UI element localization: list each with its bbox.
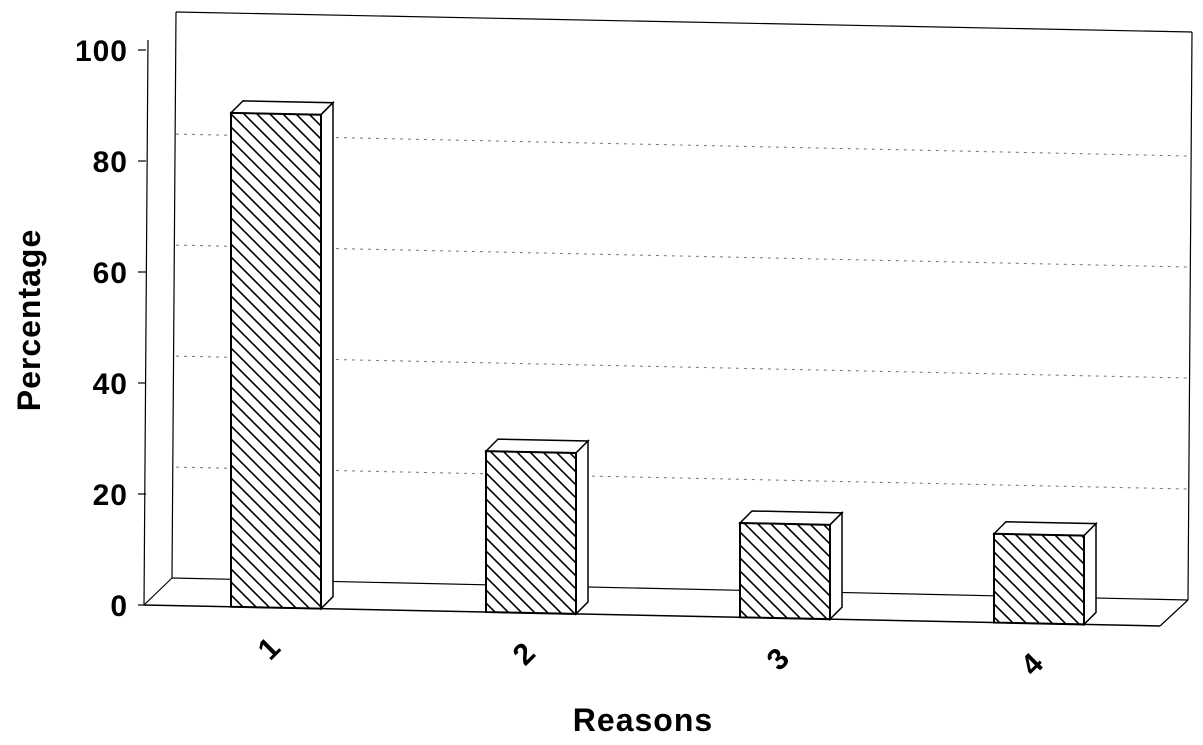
y-tick-label: 60	[93, 257, 128, 290]
back-wall-left	[171, 11, 177, 579]
bars	[229, 100, 1098, 627]
y-tick-label: 40	[93, 368, 128, 401]
gridline	[175, 244, 1191, 268]
x-tick-label: 1	[252, 631, 287, 666]
x-tick-label: 2	[507, 637, 542, 672]
bar	[993, 532, 1085, 626]
y-tick-label: 100	[75, 35, 128, 68]
y-tick-label: 20	[93, 479, 128, 512]
gridline	[175, 355, 1191, 379]
x-axis-ticks: 1 2 3 4	[252, 631, 1050, 682]
floor-left-edge	[143, 577, 173, 606]
y-axis-title: Percentage	[11, 229, 47, 412]
y-tick-label: 80	[93, 146, 128, 179]
floor-right-edge	[1159, 599, 1189, 627]
gridline	[175, 466, 1191, 490]
bar-side-face	[829, 511, 843, 621]
bar-side-face	[1083, 521, 1097, 627]
y-axis-ticks: 0 20 40 60 80 100	[75, 35, 146, 623]
bar	[230, 111, 322, 610]
gridlines	[175, 133, 1191, 490]
back-wall-right	[1187, 31, 1193, 601]
gridline	[175, 133, 1191, 157]
x-tick-label: 3	[761, 642, 796, 677]
x-tick-label: 4	[1015, 647, 1050, 682]
bar-side-face	[320, 100, 334, 611]
x-axis-title: Reasons	[573, 702, 713, 738]
bar	[739, 521, 831, 621]
back-wall-top	[175, 11, 1193, 33]
bar-side-face	[575, 439, 589, 616]
y-tick-label: 0	[110, 590, 128, 623]
y-axis-line	[143, 39, 149, 606]
bar	[485, 450, 577, 615]
